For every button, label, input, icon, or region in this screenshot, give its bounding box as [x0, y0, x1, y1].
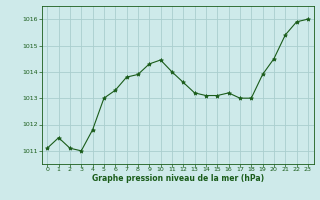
- X-axis label: Graphe pression niveau de la mer (hPa): Graphe pression niveau de la mer (hPa): [92, 174, 264, 183]
